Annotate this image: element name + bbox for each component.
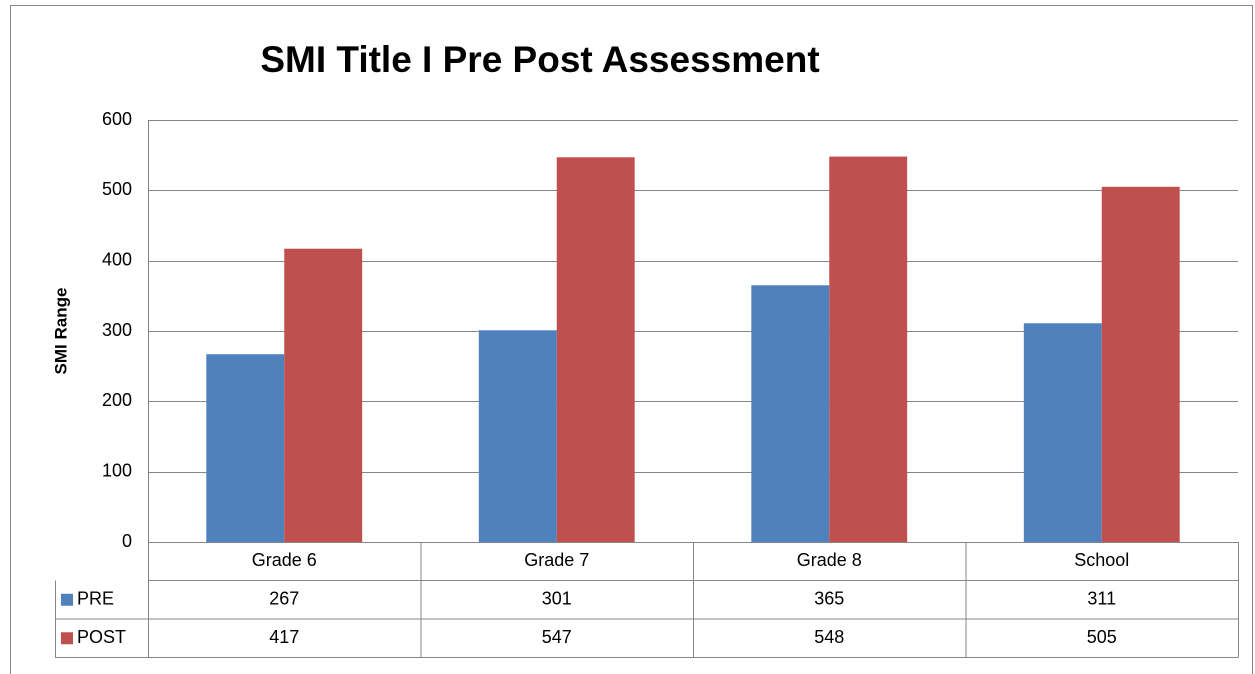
x-tick-label: School: [1074, 550, 1129, 570]
y-tick-label: 400: [102, 249, 132, 269]
table-value: 365: [814, 589, 844, 609]
table-value: 548: [814, 627, 844, 647]
y-tick-label: 200: [102, 390, 132, 410]
table-value: 301: [542, 589, 572, 609]
legend-swatch: [61, 593, 73, 606]
legend-swatch: [61, 632, 73, 645]
chart-border: [10, 5, 1253, 674]
table-value: 311: [1087, 589, 1116, 609]
bar: [206, 354, 285, 542]
y-tick-label: 500: [102, 179, 132, 199]
table-value: 417: [269, 627, 299, 647]
table-value: 547: [542, 627, 572, 647]
bar: [751, 285, 830, 542]
legend-label: PRE: [77, 589, 114, 609]
y-tick-label: 100: [102, 460, 132, 480]
table-value: 267: [269, 589, 299, 609]
y-tick-label: 600: [102, 109, 132, 129]
y-tick-label: 0: [122, 531, 132, 551]
y-axis-label: SMI Range: [51, 288, 70, 375]
bar: [1101, 186, 1180, 543]
bar: [284, 248, 363, 542]
bar: [829, 156, 908, 542]
table-value: 505: [1087, 627, 1117, 647]
x-tick-label: Grade 8: [797, 550, 862, 570]
chart-title: SMI Title I Pre Post Assessment: [260, 39, 819, 80]
bar: [478, 330, 557, 542]
x-tick-label: Grade 6: [252, 550, 317, 570]
bar: [556, 157, 635, 542]
bar: [1023, 323, 1102, 542]
x-tick-label: Grade 7: [524, 550, 589, 570]
legend-label: POST: [77, 627, 126, 647]
y-tick-label: 300: [102, 320, 132, 340]
